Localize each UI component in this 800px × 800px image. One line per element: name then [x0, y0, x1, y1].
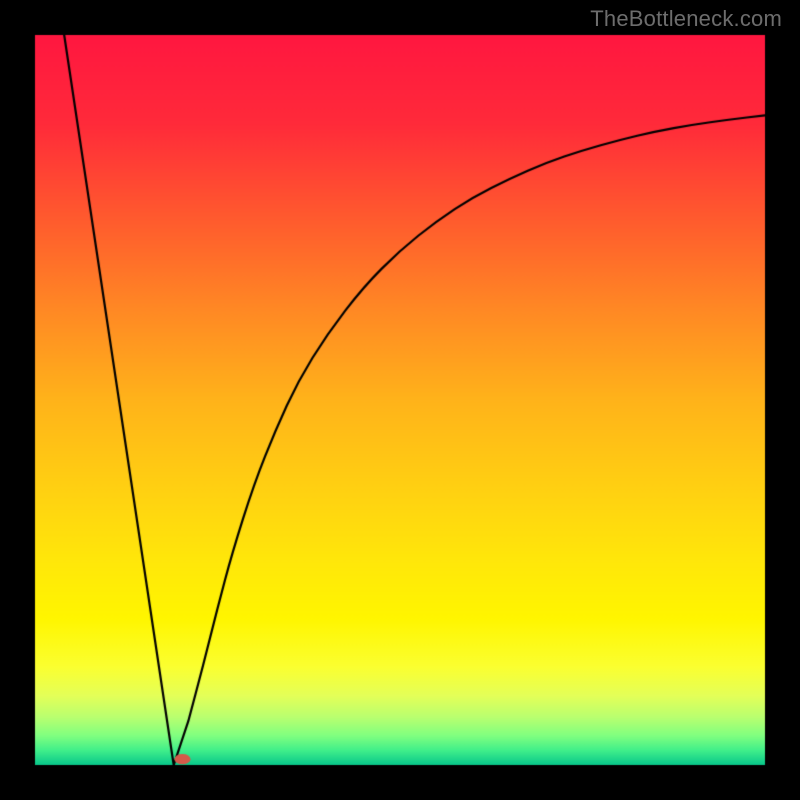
- watermark-text: TheBottleneck.com: [590, 6, 782, 32]
- bottleneck-chart-canvas: [0, 0, 800, 800]
- chart-stage: TheBottleneck.com: [0, 0, 800, 800]
